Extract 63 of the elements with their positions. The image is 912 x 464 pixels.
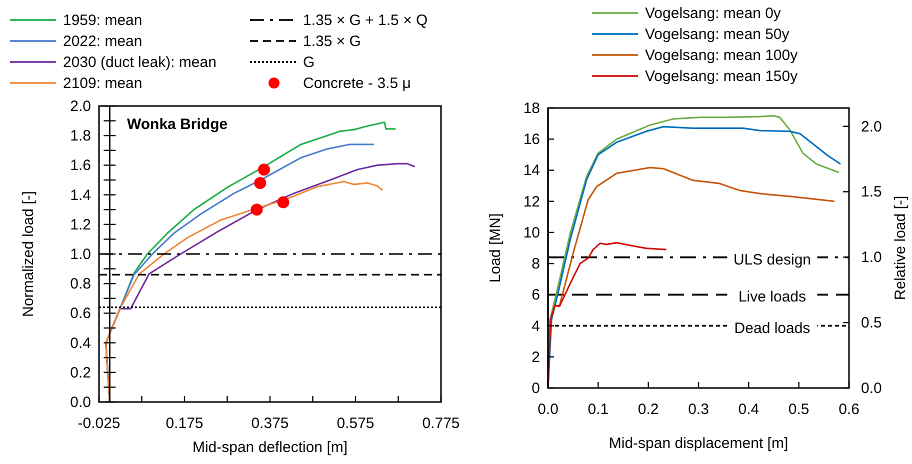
y-tick-label: 8: [532, 256, 540, 273]
x-tick-label: 0.175: [166, 415, 204, 432]
x-tick-label: 0.3: [688, 401, 709, 418]
y2-tick-label: 0.5: [861, 314, 882, 332]
y-tick-label: 2.0: [70, 98, 91, 115]
x-axis-title: Mid-span displacement [m]: [608, 435, 788, 452]
y2-axis-title: Relative load [-]: [892, 196, 909, 300]
y-axis-title: Normalized load [-]: [20, 191, 37, 317]
ref-line-label: Live loads: [738, 288, 806, 306]
line-series: [547, 242, 668, 389]
ref-line-label: Dead loads: [734, 320, 810, 337]
y-tick-label: 1.4: [70, 186, 91, 204]
x-tick-label: 0.4: [738, 401, 760, 418]
y-tick-label: 1.0: [70, 246, 91, 263]
y-tick-label: 1.6: [70, 157, 91, 174]
y-tick-label: 2: [532, 348, 540, 366]
x-tick-label: 0.775: [422, 415, 460, 432]
x-tick-label: -0.025: [78, 415, 120, 432]
y-tick-label: 1.2: [70, 216, 91, 234]
x-axis-title: Mid-span deflection [m]: [192, 439, 348, 456]
y-tick-label: 0.8: [70, 276, 91, 293]
legend-label: 2022: mean: [63, 33, 142, 50]
y-tick-label: 1.8: [70, 128, 91, 145]
y-tick-label: 10: [523, 224, 540, 242]
legend-label: 2030 (duct leak): mean: [63, 54, 216, 71]
y-tick-label: 12: [523, 193, 540, 210]
y-tick-label: 14: [523, 162, 540, 180]
legend-label: 1.35 × G: [303, 33, 361, 50]
point: [254, 176, 266, 189]
line-series: [105, 180, 384, 403]
y-tick-label: 18: [523, 100, 540, 117]
legend-label: Vogelsang: mean 150y: [645, 68, 798, 85]
y-tick-label: 0.4: [70, 334, 91, 352]
x-tick-label: 0.6: [838, 401, 860, 418]
point: [250, 204, 263, 216]
point: [277, 196, 290, 208]
legend-label: G: [303, 54, 315, 71]
legend-label: 1.35 × G + 1.5 × Q: [303, 12, 428, 29]
legend-label: Concrete - 3.5 μ: [303, 75, 411, 92]
x-tick-label: 0.5: [788, 401, 810, 418]
ref-line-label: ULS design: [733, 251, 812, 268]
y-tick-label: 0.2: [70, 364, 91, 382]
x-tick-label: 0.375: [251, 415, 289, 432]
legend-label: Vogelsang: mean 100y: [645, 47, 798, 64]
y2-tick-label: 1.5: [861, 184, 882, 201]
x-tick-label: 0.2: [638, 401, 659, 418]
legend-label: Vogelsang: mean 0y: [645, 5, 782, 22]
legend-label: Vogelsang: mean 50y: [645, 26, 790, 43]
y2-tick-label: 2.0: [861, 118, 882, 136]
annotation: Wonka Bridge: [127, 116, 228, 133]
point: [258, 164, 270, 176]
y-axis-title: Load [MN]: [487, 213, 504, 283]
y-tick-label: 4: [532, 318, 540, 335]
legend-label: 1959: mean: [63, 12, 142, 29]
x-tick-label: 0.1: [588, 401, 609, 418]
y2-tick-label: 0.0: [861, 380, 882, 397]
legend-label: 2109: mean: [63, 75, 142, 92]
y-tick-label: 0: [532, 380, 540, 397]
y-tick-label: 6: [532, 286, 540, 304]
y2-tick-label: 1.0: [861, 249, 882, 266]
y-tick-label: 16: [523, 131, 540, 148]
y-tick-label: 0.6: [70, 305, 91, 322]
x-tick-label: 0.575: [336, 415, 374, 432]
